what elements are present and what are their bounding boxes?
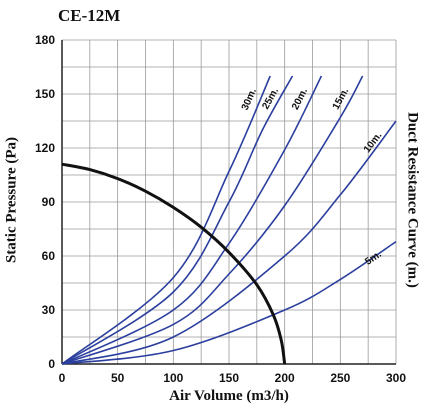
duct-curve-label: 25m.: [260, 86, 281, 111]
y-tick-label: 120: [35, 141, 55, 155]
chart-title: CE-12M: [58, 6, 121, 25]
x-tick-label: 200: [275, 371, 295, 385]
x-tick-label: 50: [111, 371, 125, 385]
duct-curve-label: 15m.: [331, 86, 352, 111]
y-tick-label: 60: [42, 249, 56, 263]
duct-curve-20m: [61, 75, 323, 365]
duct-curve-label: 20m.: [290, 86, 310, 112]
y-tick-label: 150: [35, 87, 55, 101]
fan-performance-curve: [61, 162, 287, 365]
y-tick-label: 30: [42, 303, 56, 317]
x-tick-label: 100: [163, 371, 183, 385]
x-tick-label: 150: [219, 371, 239, 385]
y-tick-label: 90: [42, 195, 56, 209]
x-axis-label: Air Volume (m3/h): [169, 388, 289, 404]
x-tick-label: 300: [386, 371, 406, 385]
duct-curve-30m: [61, 75, 271, 365]
y-tick-label: 180: [35, 33, 55, 47]
y-tick-label: 0: [48, 357, 55, 371]
duct-curve-15m: [61, 75, 364, 365]
duct-curve-10m: [61, 120, 397, 365]
x-tick-label: 0: [59, 371, 66, 385]
duct-curve-25m: [61, 75, 294, 365]
x-tick-label: 250: [330, 371, 350, 385]
